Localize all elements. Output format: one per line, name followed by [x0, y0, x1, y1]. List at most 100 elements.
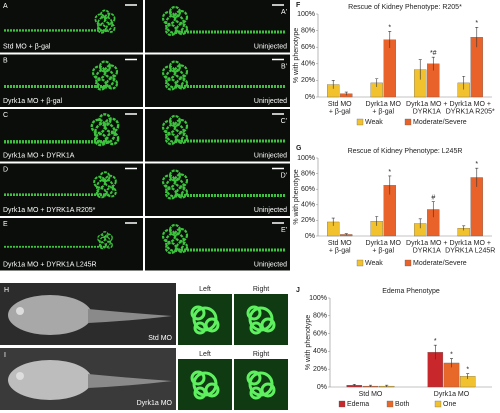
x-tick-label: Dyrk1a MO +	[406, 240, 447, 247]
legend-swatch	[386, 400, 394, 408]
error-bar	[369, 384, 372, 387]
panel-letter: G	[296, 145, 302, 152]
error-bar	[433, 344, 437, 360]
error-bar	[331, 217, 335, 226]
tubule	[204, 317, 220, 333]
x-tick-label: Dyrk1a MO +	[450, 240, 491, 247]
inset-label-bg	[234, 348, 288, 359]
y-tick-label: 100%	[297, 11, 315, 18]
panel-caption: Uninjected	[254, 43, 287, 50]
y-tick-label: 100%	[297, 155, 315, 162]
error-bar	[431, 201, 435, 218]
tubule	[99, 171, 111, 183]
tubule	[260, 382, 276, 398]
legend-label: Weak	[365, 119, 383, 126]
tubule	[105, 131, 120, 146]
error-bar	[388, 31, 392, 49]
error-bar	[331, 80, 335, 89]
chart-title: Edema Phenotype	[382, 288, 440, 295]
x-tick-label: Std MO	[328, 101, 352, 108]
inset-label: Right	[253, 351, 269, 358]
inset-label-bg	[178, 283, 232, 294]
error-bar	[431, 56, 435, 71]
error-bar	[375, 216, 379, 226]
tubule	[249, 386, 263, 400]
legend-swatch	[404, 259, 412, 267]
micrograph	[0, 54, 143, 107]
y-tick-label: 80%	[301, 170, 315, 177]
tubule	[246, 370, 262, 386]
tubule	[98, 60, 112, 73]
micrograph	[0, 218, 143, 271]
y-axis-label: % with phenotype	[293, 169, 300, 224]
legend-swatch	[404, 118, 412, 126]
panel-letter: C'	[281, 118, 287, 125]
y-axis-label: % with phenotype	[305, 315, 312, 370]
legend-label: Weak	[365, 260, 383, 267]
panel-letter: B	[3, 57, 8, 64]
tubule	[175, 22, 189, 36]
panel-letter: D'	[281, 172, 287, 179]
x-tick-label: Dyrk1a MO +	[450, 101, 491, 108]
error-bar	[466, 373, 470, 379]
y-tick-label: 40%	[301, 61, 315, 68]
x-tick-label: Dyrk1a MO	[434, 391, 470, 398]
significance: *	[475, 20, 478, 27]
inset-label: Left	[199, 286, 211, 293]
legend-swatch	[356, 259, 364, 267]
tubule	[168, 223, 182, 237]
panel-caption: Uninjected	[254, 98, 287, 105]
error-bar	[388, 175, 392, 195]
legend-swatch	[338, 400, 346, 408]
legend-label: Moderate/Severe	[413, 260, 467, 267]
error-bar	[475, 167, 479, 187]
tubule	[175, 131, 189, 145]
error-bar	[344, 91, 348, 96]
y-tick-label: 0%	[317, 384, 327, 391]
chart-title: Rescue of Kidney Phenotype: R205*	[348, 4, 462, 11]
error-bar	[352, 384, 356, 387]
panel-caption: Uninjected	[254, 261, 287, 268]
legend-label: Both	[395, 401, 410, 408]
x-tick-label: Std MO	[359, 391, 383, 398]
panel-caption: Dyrk1a MO + DYRK1A	[3, 152, 75, 159]
y-tick-label: 60%	[313, 330, 327, 337]
x-tick-label: DYRK1A	[413, 247, 441, 254]
y-axis-label: % with phenotype	[293, 28, 300, 83]
significance: *#	[430, 50, 437, 57]
y-tick-label: 20%	[301, 77, 315, 84]
panel-letter: H	[4, 287, 9, 294]
panel-letter: J	[296, 287, 300, 294]
y-tick-label: 60%	[301, 44, 315, 51]
micrograph	[0, 0, 143, 53]
significance: *	[388, 24, 391, 31]
tubule	[105, 23, 116, 33]
y-tick-label: 60%	[301, 186, 315, 193]
inset-label-bg	[178, 348, 232, 359]
significance: *	[475, 161, 478, 168]
tubule	[190, 305, 206, 321]
tubule	[249, 321, 263, 335]
panel-letter: A'	[281, 9, 287, 16]
tubule	[168, 114, 182, 128]
tubule	[105, 186, 117, 198]
x-tick-label: + β-gal	[329, 108, 351, 115]
y-tick-label: 20%	[313, 366, 327, 373]
x-tick-label: Dyrk1a MO	[366, 101, 402, 108]
y-tick-label: 80%	[301, 27, 315, 34]
eye	[16, 372, 24, 380]
x-tick-label: DYRK1A	[413, 108, 441, 115]
panel-letter: C	[3, 112, 8, 119]
tubule	[175, 77, 189, 90]
chart-title: Rescue of Kidney Phenotype: L245R	[348, 148, 463, 155]
inset-label-bg	[234, 283, 288, 294]
error-bar	[418, 218, 422, 229]
x-tick-label: Std MO	[328, 240, 352, 247]
x-tick-label: Dyrk1a MO +	[406, 101, 447, 108]
tadpole-tail	[88, 309, 172, 323]
error-bar	[475, 26, 479, 48]
legend-label: Moderate/Severe	[413, 119, 467, 126]
panel-caption: Dyrk1a MO + DYRK1A L245R	[3, 261, 97, 268]
legend-label: One	[443, 401, 456, 408]
